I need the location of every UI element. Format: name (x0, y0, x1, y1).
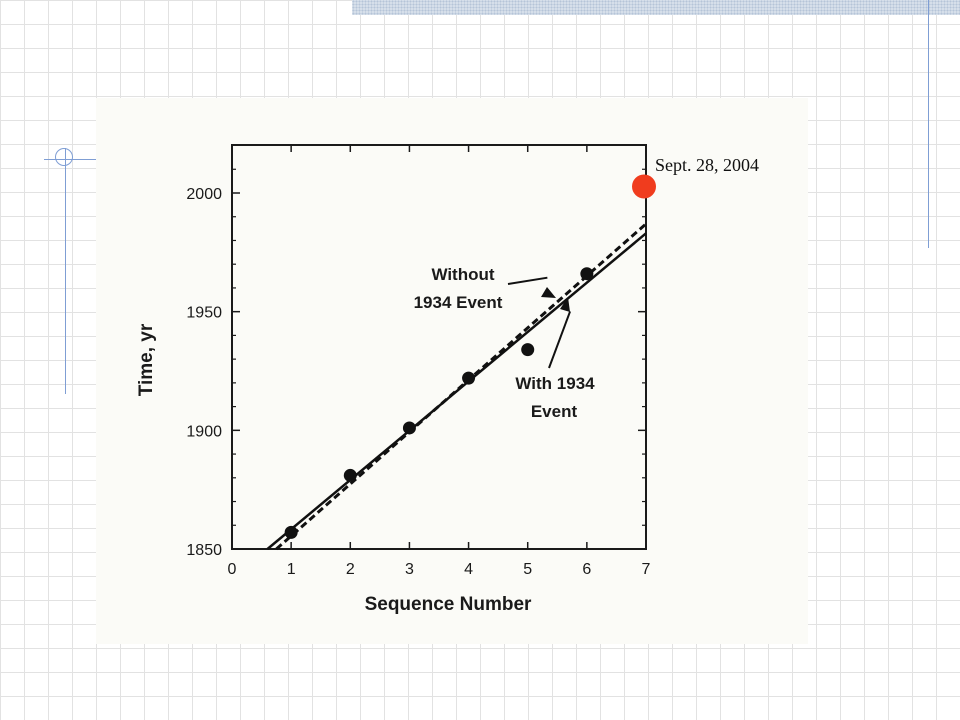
highlight-label: Sept. 28, 2004 (655, 155, 759, 175)
y-tick-label: 1850 (186, 542, 222, 559)
x-axis-label: Sequence Number (365, 594, 532, 615)
data-point (580, 267, 594, 281)
x-tick-label: 4 (464, 561, 473, 578)
annotation-with-line2: Event (531, 402, 578, 421)
annotation-without-arrow (507, 276, 548, 285)
solid-fit-line (266, 232, 647, 550)
data-point (284, 525, 298, 539)
top-decorative-bar (352, 0, 960, 15)
x-tick-label: 3 (405, 561, 414, 578)
data-point (462, 371, 476, 385)
data-point (402, 421, 416, 435)
annotation-with-arrow (548, 311, 572, 369)
arrowhead (541, 287, 556, 298)
data-point (521, 343, 535, 357)
arrowhead (560, 297, 570, 312)
y-axis-ticks: 1850 1900 1950 2000 (186, 168, 646, 559)
data-point (343, 468, 357, 482)
y-axis-label: Time, yr (136, 323, 157, 396)
right-decorative-rule (928, 0, 929, 248)
x-tick-label: 7 (642, 561, 651, 578)
x-axis-ticks: 0 1 2 3 4 5 6 7 (228, 145, 651, 578)
left-decorative-circle-icon (55, 148, 73, 166)
annotations: Without 1934 Event With 1934 Event (414, 265, 596, 421)
annotation-with-line1: With 1934 (515, 374, 595, 393)
data-points (284, 267, 594, 539)
x-tick-label: 0 (228, 561, 237, 578)
x-tick-label: 2 (346, 561, 355, 578)
plot-frame (231, 144, 647, 550)
y-tick-label: 1950 (186, 305, 222, 322)
x-tick-label: 1 (287, 561, 296, 578)
annotation-without-line1: Without (431, 265, 494, 284)
annotation-without-line2: 1934 Event (414, 293, 503, 312)
y-tick-label: 2000 (186, 186, 222, 203)
highlight-marker (632, 174, 656, 199)
x-tick-label: 5 (523, 561, 532, 578)
highlight-group: Sept. 28, 2004 (632, 155, 759, 199)
y-tick-label: 1900 (186, 423, 222, 440)
x-tick-label: 6 (582, 561, 591, 578)
left-decorative-rule (65, 148, 66, 394)
scanned-figure-background (96, 98, 808, 644)
